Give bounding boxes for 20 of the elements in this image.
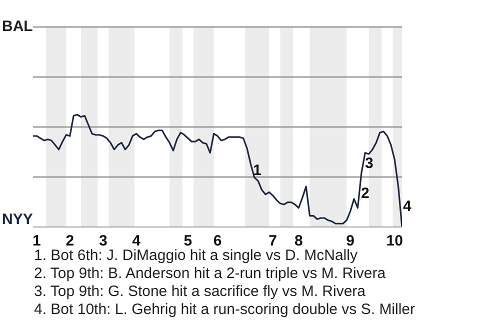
- x-tick-label: 4: [132, 232, 142, 250]
- text: 4: [403, 198, 412, 216]
- x-tick-label: 1: [32, 232, 41, 250]
- text: 3. Top 9th: G. Stone hit a sacrifice fly vs M. Rivera: [34, 283, 367, 301]
- text: 2. Top 9th: B. Anderson hit a 2-run triple vs M. Rivera: [34, 265, 387, 283]
- text: BAL: [2, 18, 33, 36]
- text: 1. Bot 6th: J. DiMaggio hit a single vs D. McNally: [34, 247, 358, 264]
- x-tick-label: 6: [213, 232, 222, 250]
- annotation: 1: [253, 162, 262, 180]
- x-tick-label: 2: [66, 232, 74, 250]
- annotation: 3: [365, 155, 374, 173]
- x-tick-label: 9: [346, 232, 355, 250]
- text: 4. Bot 10th: L. Gehrig hit a run-scoring double vs S. Miller: [34, 301, 416, 319]
- x-tick-label: 5: [184, 232, 192, 250]
- text: NYY: [2, 211, 33, 229]
- x-tick-label: 10: [386, 232, 403, 250]
- annotation: 2: [361, 185, 370, 203]
- x-tick-label: 8: [294, 232, 303, 250]
- x-tick-label: 7: [268, 232, 278, 250]
- x-tick-label: 3: [98, 232, 108, 250]
